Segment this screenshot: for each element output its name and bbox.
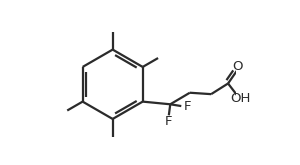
Text: F: F: [183, 99, 191, 113]
Text: F: F: [165, 115, 172, 128]
Text: OH: OH: [231, 92, 251, 105]
Text: O: O: [232, 60, 243, 73]
